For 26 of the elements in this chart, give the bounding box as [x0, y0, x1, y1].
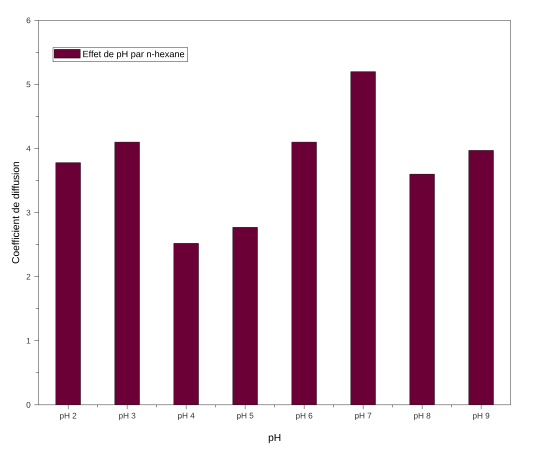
bar — [174, 243, 199, 406]
bar — [56, 162, 81, 406]
bar — [114, 142, 140, 406]
y-tick-label: 2 — [26, 274, 30, 280]
x-axis-title: pH — [268, 434, 280, 444]
bar — [232, 227, 258, 406]
x-tick-label: pH 7 — [355, 412, 372, 420]
y-tick-label: 5 — [26, 82, 30, 88]
y-tick-label: 3 — [26, 210, 30, 216]
y-axis-title: Coefficient de diffusion — [12, 162, 20, 264]
y-tick-label: 6 — [26, 18, 30, 24]
x-tick-label: pH 2 — [60, 412, 76, 420]
legend-label: Effet de pH par n-hexane — [83, 50, 184, 60]
x-tick-label: pH 8 — [414, 412, 430, 420]
bar — [350, 72, 376, 406]
x-tick-label: pH 3 — [119, 412, 136, 420]
y-tick-label: 4 — [26, 146, 30, 152]
y-tick-label: 1 — [26, 338, 30, 344]
bar — [410, 174, 435, 406]
bar — [468, 150, 494, 406]
x-tick-label: pH 6 — [296, 412, 312, 420]
x-tick-label: pH 9 — [473, 412, 490, 420]
x-tick-label: pH 4 — [178, 412, 194, 420]
bar — [292, 142, 317, 406]
x-tick-label: pH 5 — [237, 412, 254, 420]
y-tick-label: 0 — [26, 402, 30, 408]
